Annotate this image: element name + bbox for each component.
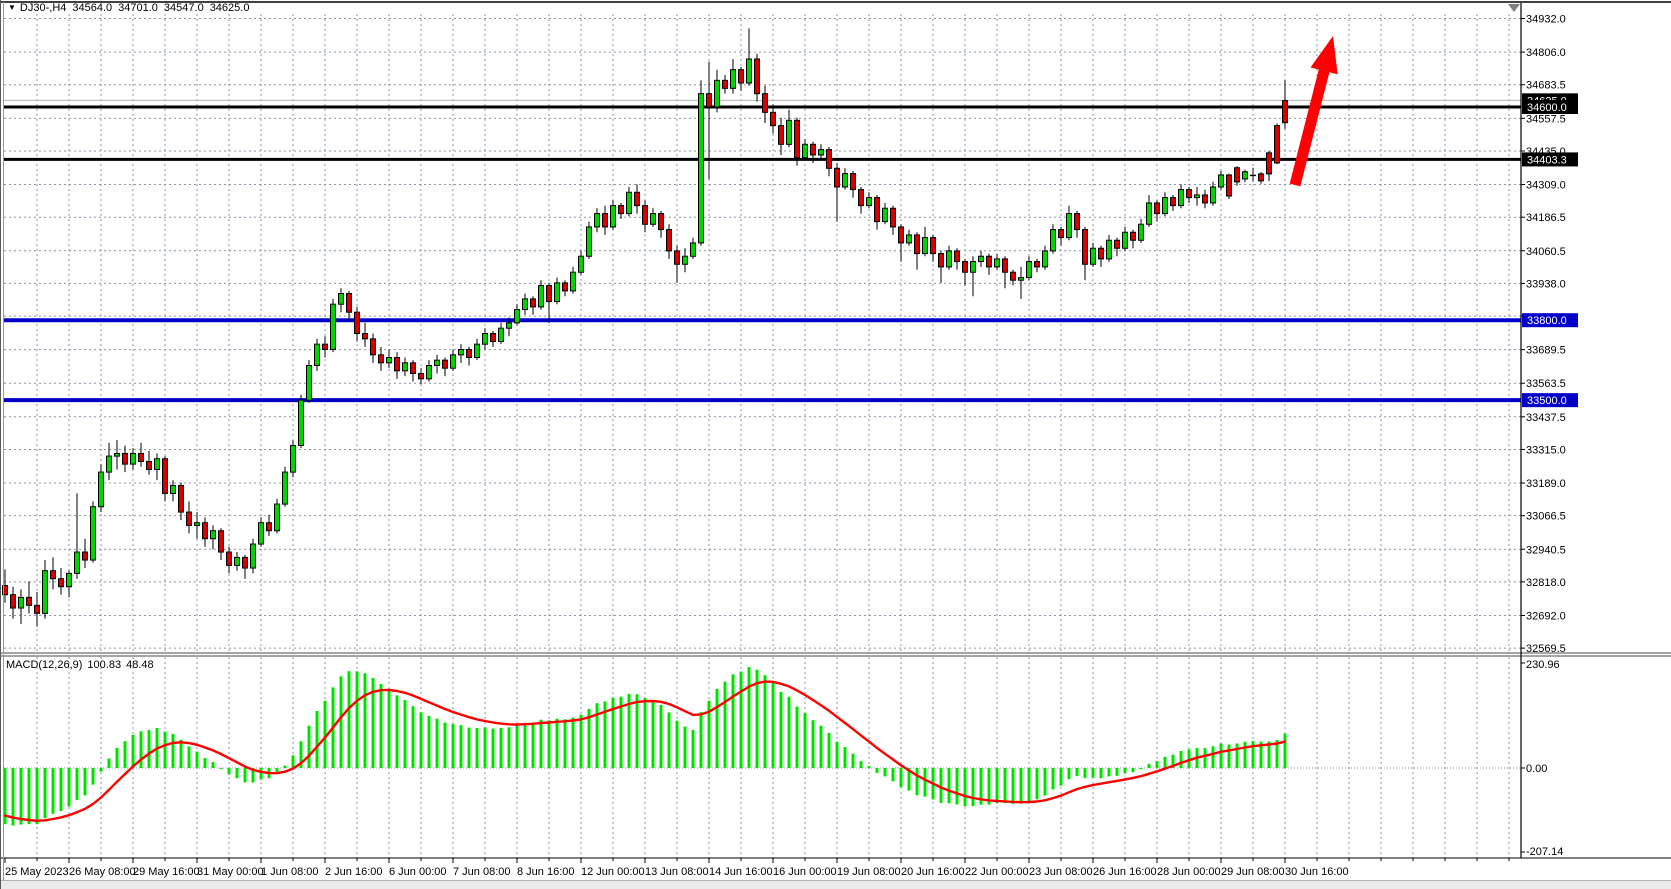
macd-main-value: 100.83 <box>87 659 122 671</box>
svg-text:34683.5: 34683.5 <box>1526 80 1566 92</box>
svg-text:33315.0: 33315.0 <box>1526 444 1566 456</box>
svg-text:13 Jun 08:00: 13 Jun 08:00 <box>645 866 709 878</box>
quote-line: ▼ DJ30-,H4 34564.0 34701.0 34547.0 34625.0 <box>8 2 255 14</box>
svg-text:34932.0: 34932.0 <box>1526 14 1566 26</box>
svg-text:12 Jun 00:00: 12 Jun 00:00 <box>581 866 645 878</box>
symbol-period-label: DJ30-,H4 <box>19 2 67 14</box>
svg-text:34060.5: 34060.5 <box>1526 246 1566 258</box>
up-arrow-annotation[interactable] <box>1289 36 1338 187</box>
svg-text:32940.5: 32940.5 <box>1526 544 1566 556</box>
svg-text:34557.5: 34557.5 <box>1526 113 1566 125</box>
price-axis: 34932.034806.034683.534557.534435.034309… <box>1521 14 1566 655</box>
svg-text:-207.14: -207.14 <box>1526 846 1563 858</box>
svg-text:29 May 16:00: 29 May 16:00 <box>133 866 200 878</box>
borders <box>0 1 1671 859</box>
macd-histogram <box>3 667 1287 826</box>
svg-text:16 Jun 00:00: 16 Jun 00:00 <box>773 866 837 878</box>
svg-text:7 Jun 08:00: 7 Jun 08:00 <box>453 866 511 878</box>
svg-text:26 May 08:00: 26 May 08:00 <box>69 866 136 878</box>
svg-text:1 Jun 08:00: 1 Jun 08:00 <box>261 866 319 878</box>
svg-text:34309.0: 34309.0 <box>1526 180 1566 192</box>
svg-text:31 May 00:00: 31 May 00:00 <box>197 866 264 878</box>
svg-text:28 Jun 00:00: 28 Jun 00:00 <box>1157 866 1221 878</box>
quote-low: 34547.0 <box>163 2 204 14</box>
svg-text:32569.5: 32569.5 <box>1526 643 1566 655</box>
macd-signal-value: 48.48 <box>126 659 154 671</box>
svg-text:33689.5: 33689.5 <box>1526 345 1566 357</box>
svg-text:19 Jun 08:00: 19 Jun 08:00 <box>837 866 901 878</box>
svg-text:34403.3: 34403.3 <box>1527 154 1567 166</box>
window-bottom-strip <box>0 880 1671 889</box>
quote-open: 34564.0 <box>72 2 113 14</box>
svg-text:26 Jun 16:00: 26 Jun 16:00 <box>1093 866 1157 878</box>
svg-text:33437.5: 33437.5 <box>1526 412 1566 424</box>
svg-text:33189.0: 33189.0 <box>1526 478 1566 490</box>
svg-text:6 Jun 00:00: 6 Jun 00:00 <box>389 866 447 878</box>
svg-text:0.00: 0.00 <box>1526 763 1547 775</box>
svg-text:29 Jun 08:00: 29 Jun 08:00 <box>1221 866 1285 878</box>
svg-text:33500.0: 33500.0 <box>1527 395 1567 407</box>
svg-text:34186.5: 34186.5 <box>1526 212 1566 224</box>
chart-shift-marker-icon <box>1508 4 1520 12</box>
svg-text:33800.0: 33800.0 <box>1527 315 1567 327</box>
symbol-dropdown-icon[interactable]: ▼ <box>8 3 16 12</box>
svg-text:33563.5: 33563.5 <box>1526 378 1566 390</box>
svg-text:33066.5: 33066.5 <box>1526 511 1566 523</box>
svg-text:2 Jun 16:00: 2 Jun 16:00 <box>325 866 383 878</box>
svg-text:33938.0: 33938.0 <box>1526 278 1566 290</box>
svg-text:30 Jun 16:00: 30 Jun 16:00 <box>1285 866 1349 878</box>
svg-text:32692.0: 32692.0 <box>1526 610 1566 622</box>
svg-text:23 Jun 08:00: 23 Jun 08:00 <box>1029 866 1093 878</box>
svg-text:230.96: 230.96 <box>1526 659 1560 671</box>
macd-signal-line <box>3 680 1287 822</box>
svg-text:34600.0: 34600.0 <box>1527 102 1567 114</box>
macd-axis: 230.96 0.00 -207.14 <box>1521 659 1563 858</box>
svg-text:32818.0: 32818.0 <box>1526 577 1566 589</box>
svg-text:22 Jun 00:00: 22 Jun 00:00 <box>965 866 1029 878</box>
chart-left-border <box>3 2 4 880</box>
svg-text:8 Jun 16:00: 8 Jun 16:00 <box>517 866 575 878</box>
window-left-border <box>0 0 1 889</box>
quote-close: 34625.0 <box>209 2 250 14</box>
svg-text:20 Jun 16:00: 20 Jun 16:00 <box>901 866 965 878</box>
macd-indicator-label: MACD(12,26,9) 100.83 48.48 <box>6 659 159 671</box>
svg-text:25 May 2023: 25 May 2023 <box>5 866 69 878</box>
svg-text:14 Jun 16:00: 14 Jun 16:00 <box>709 866 773 878</box>
macd-name: MACD(12,26,9) <box>6 659 83 671</box>
candles-layer <box>2 28 1288 627</box>
quote-high: 34701.0 <box>118 2 158 14</box>
svg-text:34806.0: 34806.0 <box>1526 47 1566 59</box>
